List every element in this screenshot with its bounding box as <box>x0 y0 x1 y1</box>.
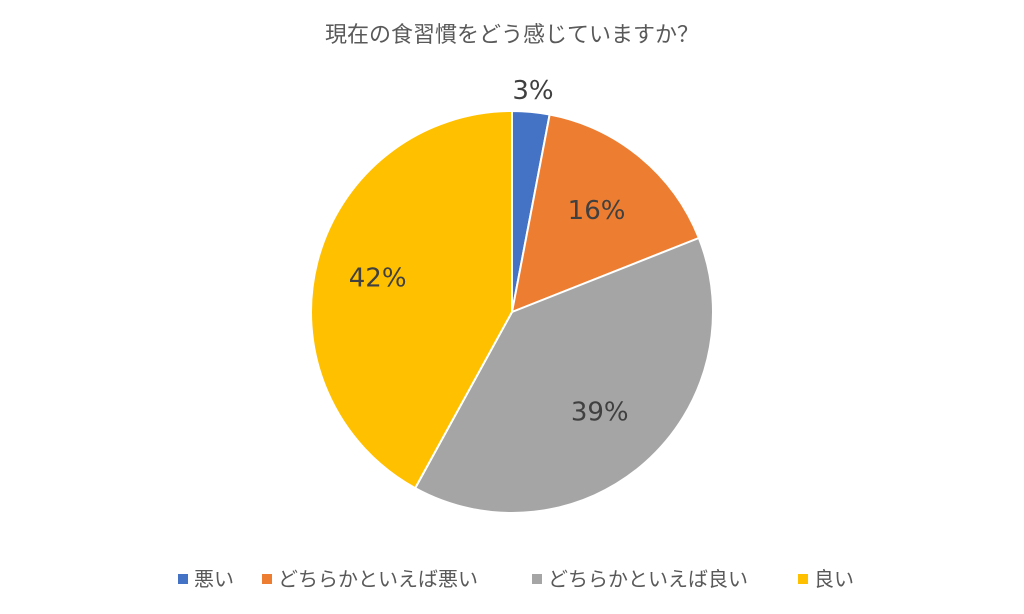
legend-label-1: 悪い <box>194 567 234 591</box>
pie-slice-2 <box>510 113 701 314</box>
legend-label-2: どちらかといえば悪い <box>278 567 478 591</box>
legend-label-4: 良い <box>814 567 854 591</box>
chart-legend: 悪い どちらかといえば悪い どちらかといえば良い 良い <box>178 567 854 591</box>
data-label-3: 39% <box>571 398 629 428</box>
legend-item-2: どちらかといえば悪い <box>262 567 478 591</box>
legend-swatch-3 <box>532 574 542 584</box>
pie-slice-4 <box>310 109 513 490</box>
pie-slice-3 <box>413 236 714 514</box>
data-label-2: 16% <box>568 196 626 226</box>
chart-title: 現在の食習慣をどう感じていますか？ <box>325 23 699 48</box>
data-label-4: 42% <box>349 264 407 294</box>
data-label-1: 3% <box>512 76 553 106</box>
legend-item-3: どちらかといえば良い <box>532 567 748 591</box>
legend-item-4: 良い <box>798 567 854 591</box>
legend-item-1: 悪い <box>178 567 234 591</box>
pie-data-labels: 3% 16% 39% 42% <box>349 76 629 428</box>
legend-swatch-4 <box>798 574 808 584</box>
legend-swatch-2 <box>262 574 272 584</box>
legend-label-3: どちらかといえば良い <box>548 567 748 591</box>
pie-slices <box>310 109 714 514</box>
legend-swatch-1 <box>178 574 188 584</box>
